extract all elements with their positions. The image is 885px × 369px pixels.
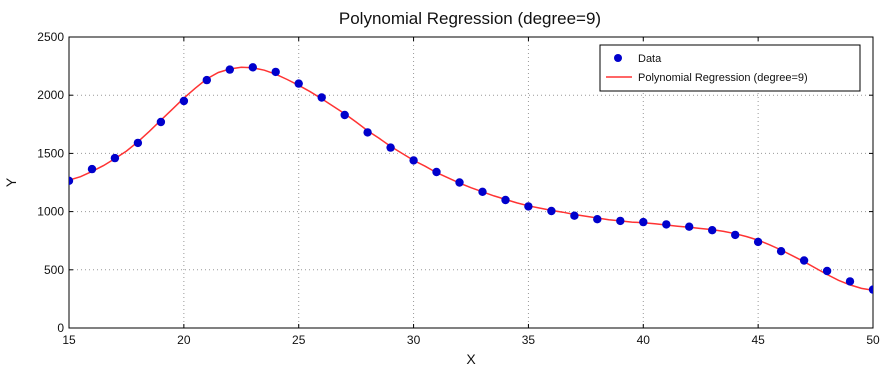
data-point (455, 178, 464, 187)
data-point (845, 277, 855, 286)
y-axis-label: Y (3, 177, 19, 187)
x-tick-label: 30 (407, 333, 421, 347)
data-point (776, 247, 786, 256)
data-point (87, 164, 97, 174)
y-tick-label: 2500 (37, 30, 64, 44)
legend-label-data: Data (638, 53, 662, 65)
data-point (110, 153, 120, 163)
data-point (685, 222, 694, 231)
legend: Data Polynomial Regression (degree=9) (599, 44, 861, 92)
data-point (340, 110, 349, 120)
data-point (524, 202, 533, 211)
data-point (731, 230, 740, 240)
data-point (317, 93, 326, 102)
data-point (248, 63, 257, 72)
data-point (822, 266, 832, 276)
data-point (708, 226, 717, 235)
x-tick-label: 20 (177, 333, 191, 347)
data-point (294, 79, 303, 88)
curve-layer (69, 66, 873, 291)
x-tick-label: 40 (637, 333, 651, 347)
data-point (478, 187, 487, 196)
chart-title: Polynomial Regression (degree=9) (339, 9, 601, 28)
data-point (386, 143, 395, 152)
legend-box (599, 44, 861, 92)
y-tick-label: 0 (57, 321, 64, 335)
data-point (225, 65, 234, 74)
data-point (271, 67, 280, 77)
y-tick-label: 500 (44, 263, 64, 277)
x-tick-label: 25 (292, 333, 306, 347)
data-point (799, 256, 809, 265)
legend-label-fit: Polynomial Regression (degree=9) (638, 72, 808, 84)
x-tick-label: 15 (62, 333, 76, 347)
y-tick-label: 1000 (37, 205, 64, 219)
data-point (753, 237, 763, 247)
data-point (639, 217, 648, 227)
data-point (69, 176, 74, 185)
data-point (432, 167, 441, 177)
data-point (409, 156, 418, 165)
data-point (202, 75, 211, 85)
regression-curve (69, 66, 873, 291)
data-point (501, 195, 510, 205)
data-point (662, 220, 671, 229)
x-tick-label: 35 (522, 333, 536, 347)
x-tick-label: 45 (751, 333, 765, 347)
data-point (363, 128, 372, 137)
y-tick-label: 1500 (37, 146, 64, 160)
data-point (133, 138, 143, 148)
x-axis-label: X (466, 351, 476, 367)
data-point (570, 211, 579, 220)
y-tick-label: 2000 (37, 88, 64, 102)
data-point (593, 215, 602, 224)
data-point (868, 285, 873, 294)
data-point (156, 117, 166, 127)
points-layer (69, 63, 873, 294)
legend-marker-data (614, 54, 622, 62)
data-point (547, 206, 556, 216)
x-tick-label: 50 (866, 333, 880, 347)
data-point (616, 216, 625, 226)
data-point (179, 96, 189, 106)
